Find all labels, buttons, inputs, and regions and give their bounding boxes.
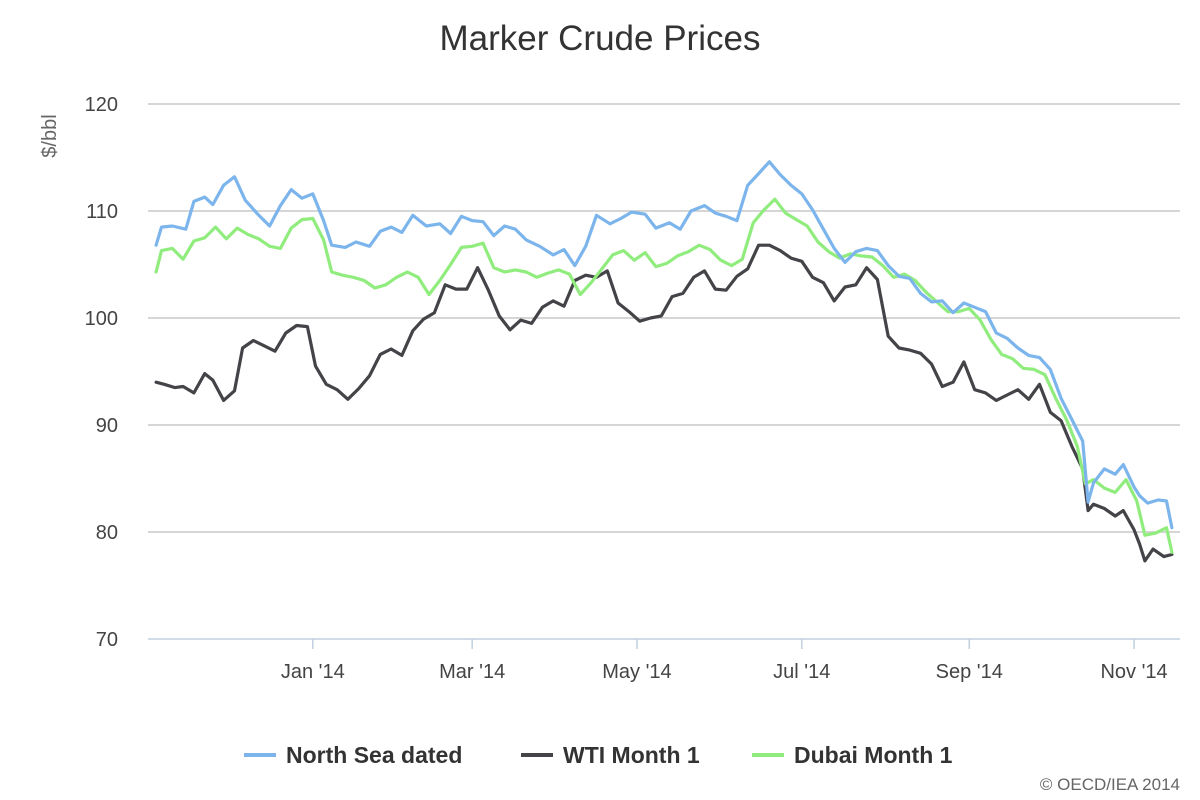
x-axis-ticks: Jan '14 Mar '14 May '14 Jul '14 Sep '14 Nov '… <box>281 639 1168 683</box>
legend-label: North Sea dated <box>286 742 462 768</box>
y-tick-label: 80 <box>96 522 118 544</box>
y-tick-label: 70 <box>96 629 118 651</box>
copyright-credit: © OECD/IEA 2014 <box>1040 775 1180 794</box>
x-tick-label: Mar '14 <box>439 661 505 683</box>
x-tick-label: Jul '14 <box>773 661 830 683</box>
series-line-wti-month-1 <box>154 243 1174 563</box>
gridlines <box>148 103 1180 533</box>
y-tick-label: 90 <box>96 415 118 437</box>
y-tick-label: 110 <box>86 201 118 223</box>
legend-label: WTI Month 1 <box>563 742 700 768</box>
x-tick-label: Sep '14 <box>936 661 1003 683</box>
x-tick-label: May '14 <box>602 661 671 683</box>
x-tick-label: Jan '14 <box>281 661 345 683</box>
series-line-dubai-month-1 <box>154 197 1174 554</box>
x-tick-label: Nov '14 <box>1100 661 1167 683</box>
legend: North Sea dated WTI Month 1 Dubai Month 1 <box>244 742 953 768</box>
series-lines <box>154 160 1174 563</box>
y-axis-ticks: 70 80 90 100 110 120 <box>85 94 118 651</box>
chart-title: Marker Crude Prices <box>440 19 761 58</box>
legend-item[interactable]: WTI Month 1 <box>521 742 700 768</box>
series-line-north-sea-dated <box>154 160 1174 530</box>
legend-label: Dubai Month 1 <box>794 742 953 768</box>
legend-item[interactable]: North Sea dated <box>244 742 462 768</box>
y-axis-label: $/bbl <box>39 114 61 157</box>
legend-item[interactable]: Dubai Month 1 <box>752 742 953 768</box>
y-tick-label: 100 <box>85 308 118 330</box>
y-tick-label: 120 <box>85 94 118 116</box>
